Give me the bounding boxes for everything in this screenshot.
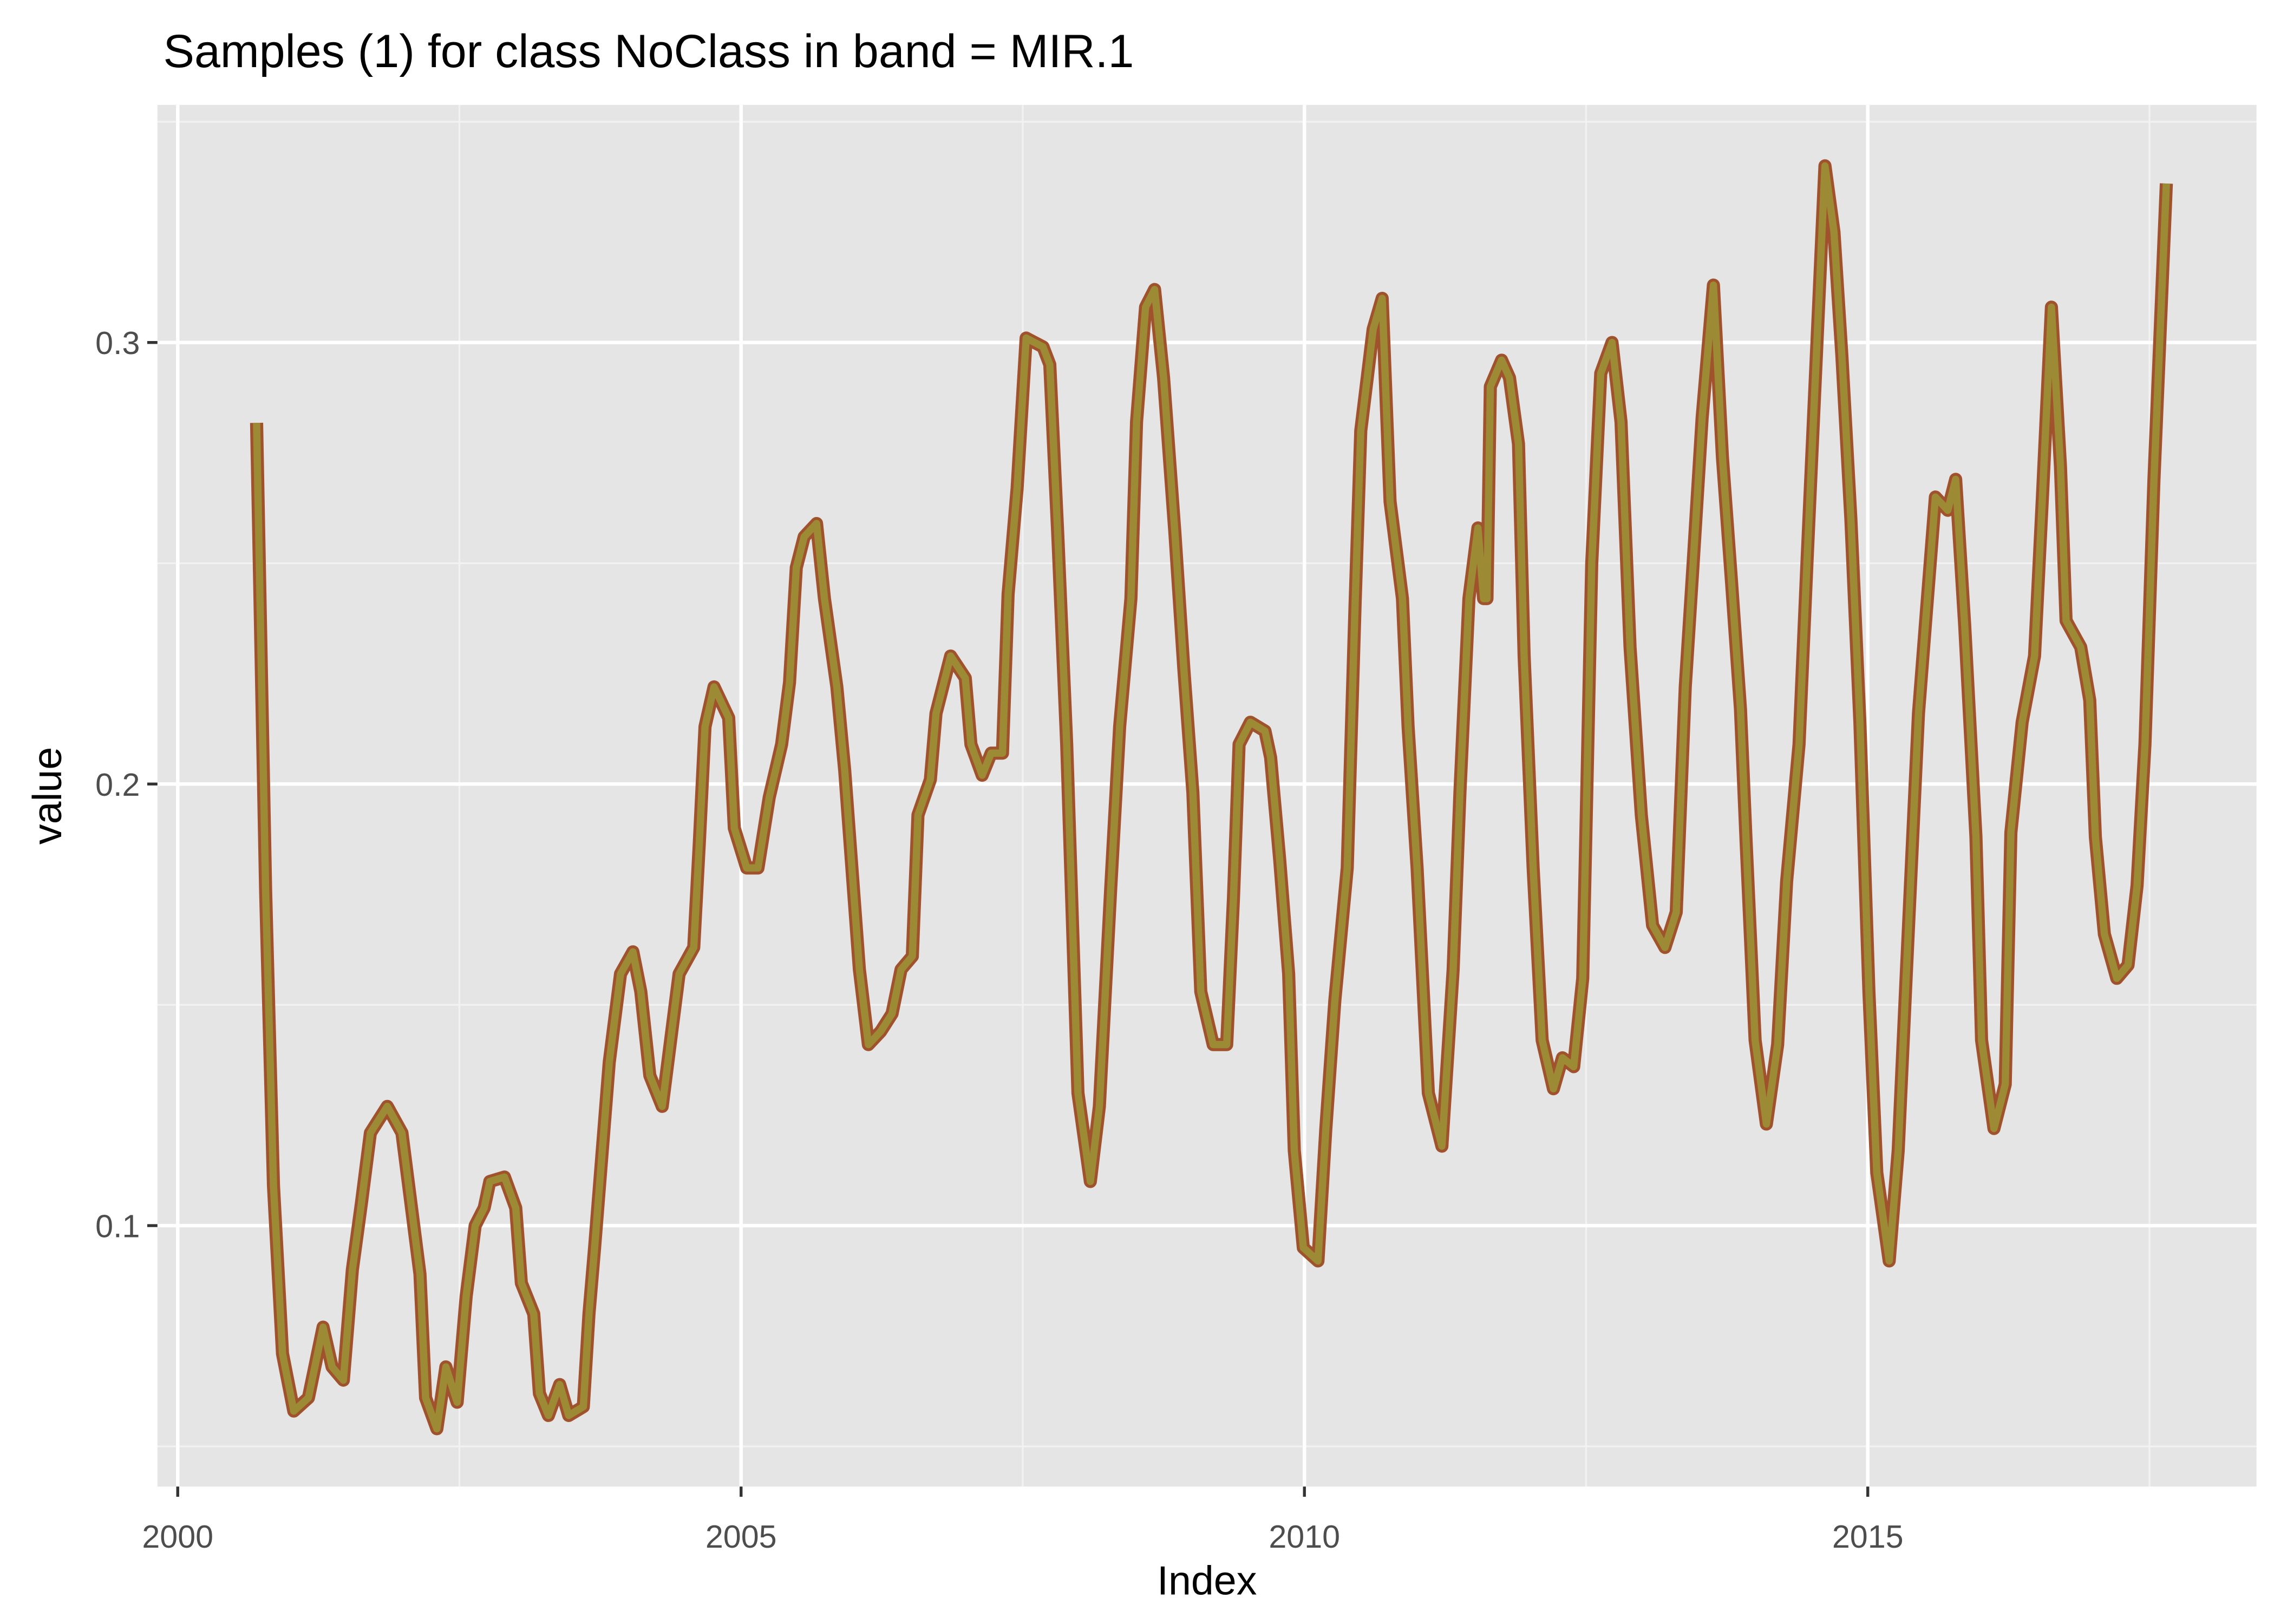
x-axis-label: Index	[1157, 1557, 1257, 1603]
x-tick-label: 2005	[705, 1518, 777, 1555]
y-tick-label: 0.1	[95, 1208, 140, 1245]
panel	[157, 104, 2257, 1487]
y-tick-label: 0.3	[95, 325, 140, 361]
lines	[250, 159, 2173, 1436]
axes: 2000 2005 2010 2015 0.1 0.2 0.3	[95, 325, 1903, 1555]
y-axis-label: value	[24, 747, 70, 844]
line	[253, 162, 2170, 1432]
x-tick-label: 2010	[1269, 1518, 1340, 1555]
chart-title: Samples (1) for class NoClass in band = …	[164, 25, 1134, 77]
x-tick-label: 2000	[142, 1518, 213, 1555]
x-tick-label: 2015	[1832, 1518, 1904, 1555]
y-tick-label: 0.2	[95, 767, 140, 803]
